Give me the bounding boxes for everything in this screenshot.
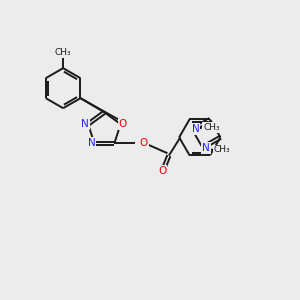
Text: O: O [140,138,148,148]
Text: O: O [119,119,127,129]
Text: N: N [88,138,95,148]
Text: N: N [192,124,200,134]
Text: N: N [202,143,210,153]
Text: O: O [158,166,166,176]
Text: CH₃: CH₃ [213,146,230,154]
Text: N: N [81,119,89,129]
Text: CH₃: CH₃ [203,123,220,132]
Text: CH₃: CH₃ [55,48,71,57]
